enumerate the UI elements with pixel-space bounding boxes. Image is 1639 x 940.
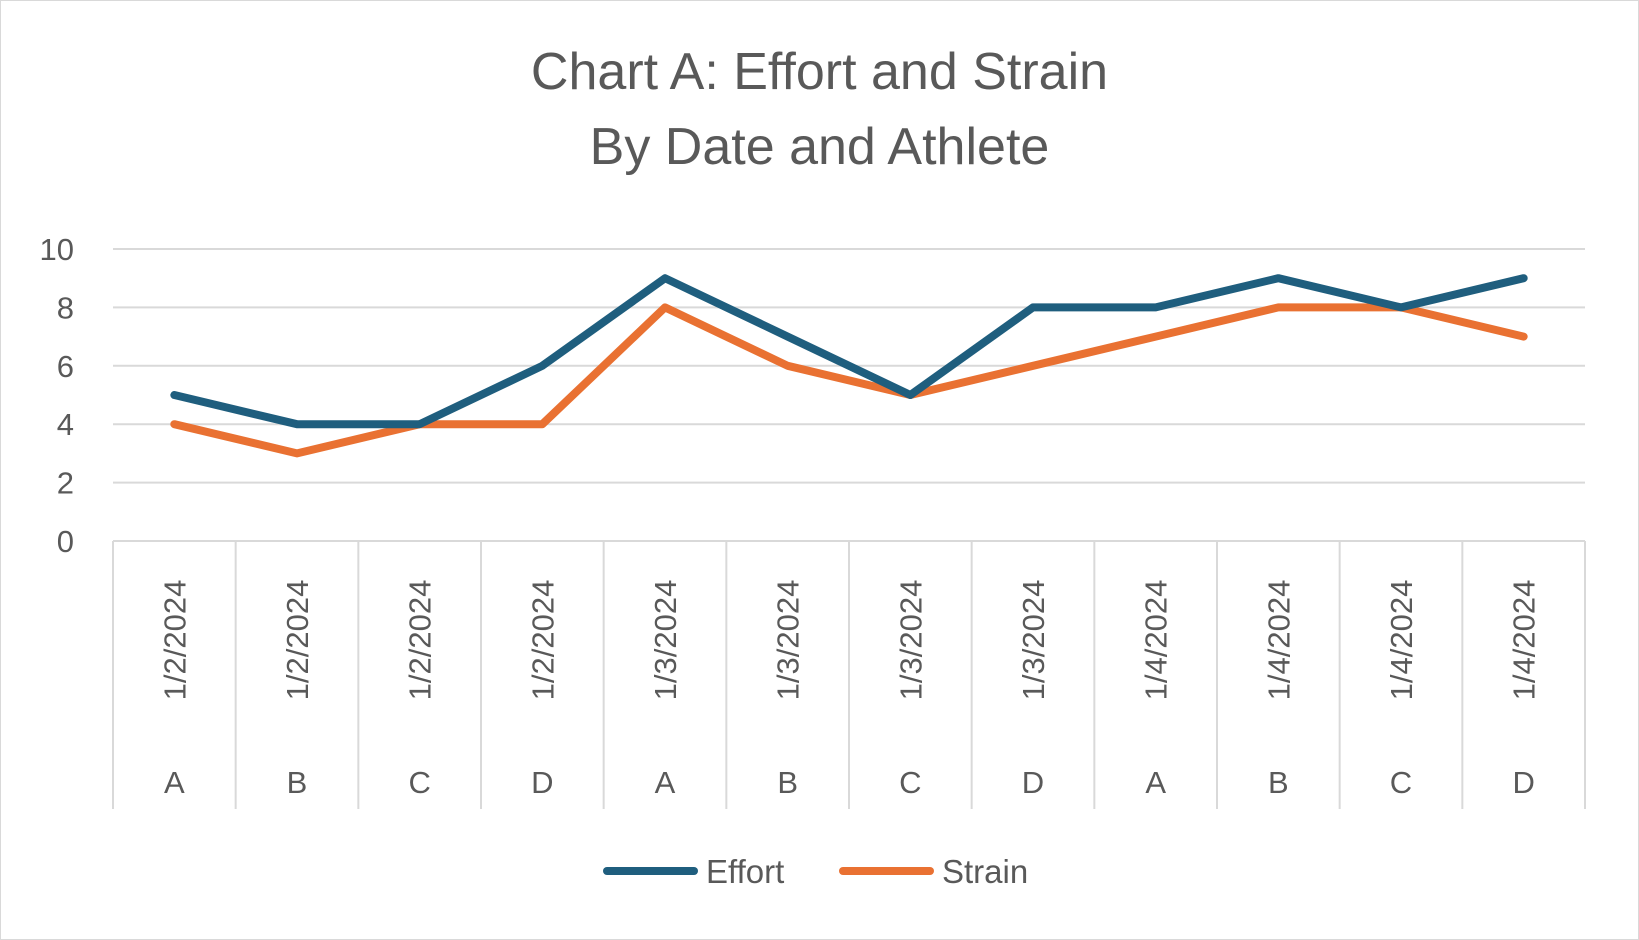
x-tick-label-date: 1/2/2024 bbox=[280, 580, 315, 701]
x-tick-label-date: 1/3/2024 bbox=[893, 580, 928, 701]
x-tick-label-date: 1/4/2024 bbox=[1139, 580, 1174, 701]
x-tick-label-athlete: D bbox=[1022, 765, 1044, 800]
x-tick-label-date: 1/4/2024 bbox=[1261, 580, 1296, 701]
x-tick-label-date: 1/2/2024 bbox=[157, 580, 192, 701]
y-tick-label: 6 bbox=[57, 349, 74, 384]
x-tick-label-date: 1/2/2024 bbox=[525, 580, 560, 701]
x-tick-label-athlete: C bbox=[408, 765, 430, 800]
x-tick-label-athlete: D bbox=[1512, 765, 1534, 800]
x-tick-label-date: 1/3/2024 bbox=[1016, 580, 1051, 701]
legend-label-effort: Effort bbox=[706, 853, 784, 890]
y-tick-label: 4 bbox=[57, 407, 74, 442]
x-tick-label-date: 1/4/2024 bbox=[1507, 580, 1542, 701]
y-tick-label: 8 bbox=[57, 290, 74, 325]
x-tick-label-athlete: A bbox=[164, 765, 185, 800]
x-tick-label-athlete: B bbox=[777, 765, 798, 800]
chart-title: Chart A: Effort and Strain bbox=[530, 43, 1109, 101]
x-tick-label-athlete: A bbox=[655, 765, 676, 800]
x-tick-label-athlete: B bbox=[1268, 765, 1289, 800]
legend-label-strain: Strain bbox=[942, 853, 1028, 890]
x-tick-label-date: 1/3/2024 bbox=[771, 580, 806, 701]
x-tick-label-athlete: A bbox=[1145, 765, 1166, 800]
x-tick-label-athlete: C bbox=[1390, 765, 1412, 800]
x-tick-label-date: 1/3/2024 bbox=[648, 580, 683, 701]
y-tick-label: 10 bbox=[40, 232, 74, 267]
series-line-effort bbox=[170, 274, 1528, 429]
x-tick-label-athlete: C bbox=[899, 765, 921, 800]
y-tick-label: 0 bbox=[57, 524, 74, 559]
x-tick-label-date: 1/4/2024 bbox=[1384, 580, 1419, 701]
y-tick-label: 2 bbox=[57, 466, 74, 501]
series-line-strain bbox=[170, 303, 1528, 458]
x-tick-label-date: 1/2/2024 bbox=[403, 580, 438, 701]
x-tick-label-athlete: B bbox=[287, 765, 308, 800]
x-tick-label-athlete: D bbox=[531, 765, 553, 800]
chart-subtitle: By Date and Athlete bbox=[589, 118, 1050, 176]
